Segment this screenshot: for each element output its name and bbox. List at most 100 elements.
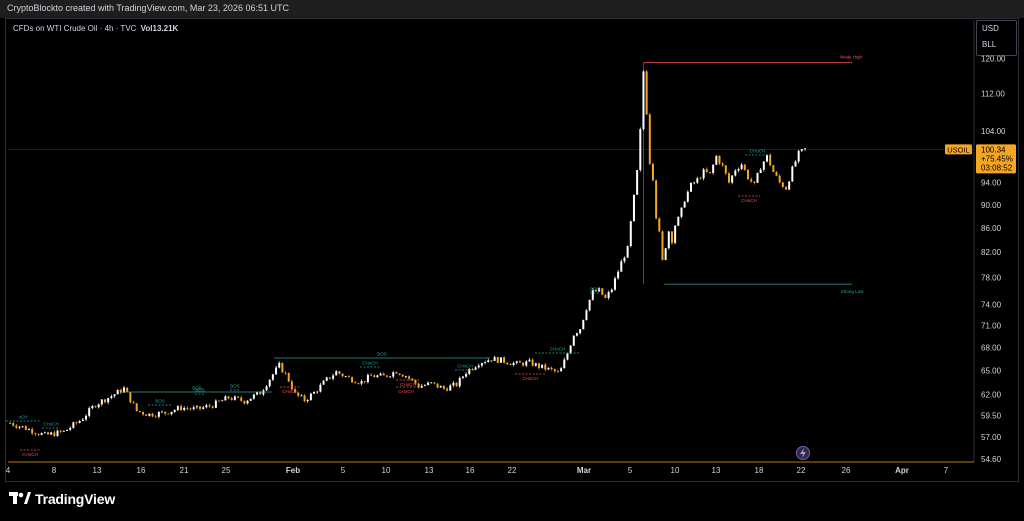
candle-body (446, 388, 449, 391)
candle (756, 172, 759, 183)
candle-body (693, 182, 696, 184)
candle-body (240, 397, 243, 401)
candle-body (601, 288, 604, 295)
candle (430, 382, 433, 384)
candle (69, 426, 72, 432)
unit-selector[interactable]: USD BLL (976, 20, 1017, 56)
candle (15, 423, 18, 429)
candle (769, 153, 772, 167)
time-axis: 4 8 13 16 21 25 Feb 5 10 13 16 22 Mar 5 10 13 18 22 26 Apr 7 (6, 461, 974, 475)
price-tick-label: 54.60 (981, 455, 1002, 464)
candle (743, 164, 746, 171)
candle (746, 168, 749, 181)
candle-body (370, 374, 373, 376)
candle-body (224, 396, 227, 401)
price-tick-label: 120.00 (981, 54, 1006, 63)
candle (240, 395, 243, 402)
time-tick-label: 18 (755, 466, 764, 475)
candle (639, 127, 642, 172)
candle-body (708, 172, 711, 174)
candle-body (126, 387, 129, 393)
candle (325, 376, 328, 382)
candle-body (176, 406, 179, 411)
candle-body (617, 271, 620, 279)
candle (674, 224, 677, 245)
candle (43, 431, 46, 434)
candle-body (455, 382, 458, 387)
candle-body (750, 179, 753, 182)
candle-body (180, 406, 183, 410)
candle-body (148, 413, 151, 416)
brand-name: TradingView (35, 491, 116, 507)
time-tick-label: 21 (180, 466, 189, 475)
candle (202, 405, 205, 410)
price-tick-label: 112.00 (981, 90, 1005, 99)
time-tick-label: Feb (286, 466, 300, 475)
candle (531, 358, 534, 367)
candle-body (53, 432, 56, 437)
instrument-label: CFDs on WTI Crude Oil · 4h · TVC (13, 24, 137, 33)
price-tick-label: 104.00 (981, 127, 1006, 136)
candle-body (113, 394, 116, 397)
candle-body (366, 374, 369, 383)
candle-body (604, 294, 607, 299)
candle-body (170, 411, 173, 415)
candle (721, 162, 724, 167)
candle-body (360, 381, 363, 384)
candlestick-series (9, 69, 806, 437)
candle (75, 421, 78, 425)
candle (680, 207, 683, 219)
candle-body (553, 369, 556, 372)
candle (582, 319, 585, 330)
candle (613, 276, 616, 292)
lightning-icon[interactable] (796, 446, 810, 460)
candle-body (696, 178, 699, 183)
candle-body (199, 406, 202, 409)
candle-body (354, 382, 357, 384)
candle (556, 369, 559, 373)
candle (230, 396, 233, 401)
time-tick-label: 8 (52, 466, 57, 475)
candle-body (81, 419, 84, 421)
annotation-label: CHoCH (282, 389, 298, 394)
last-price-text: 100.34 (981, 145, 1006, 154)
candle (31, 427, 34, 436)
candle (715, 155, 718, 166)
candle (569, 345, 572, 355)
candle (376, 374, 379, 378)
candle-body (357, 383, 360, 385)
change-percent-text: +75.45% (981, 154, 1013, 163)
candle (436, 383, 439, 389)
candle-body (724, 165, 727, 174)
candle-body (458, 377, 461, 387)
candle (259, 391, 262, 395)
candle-body (230, 398, 233, 400)
candle-body (284, 372, 287, 374)
candle-body (56, 430, 59, 437)
candle-body (195, 406, 198, 408)
candle (401, 374, 404, 377)
candle (252, 393, 255, 400)
candle (66, 429, 69, 431)
candle (442, 385, 445, 390)
candle-body (642, 71, 645, 130)
candle (585, 309, 588, 321)
candle (515, 360, 518, 365)
candle-body (145, 414, 148, 416)
chart-extras (796, 446, 810, 460)
candle (474, 366, 477, 371)
candle (284, 371, 287, 375)
symbol-tag-label: USOIL (947, 145, 970, 154)
candle (370, 373, 373, 376)
time-tick-label: 13 (93, 466, 102, 475)
candle (392, 371, 395, 379)
candle (278, 361, 281, 369)
candle-body (648, 114, 651, 164)
lightning-icon-bolt (800, 448, 806, 458)
structure-annotation: BOS (122, 386, 272, 393)
candle-body (271, 374, 274, 380)
candle-body (202, 407, 205, 409)
candle (173, 409, 176, 413)
annotation-label: CHoCH (362, 361, 378, 366)
